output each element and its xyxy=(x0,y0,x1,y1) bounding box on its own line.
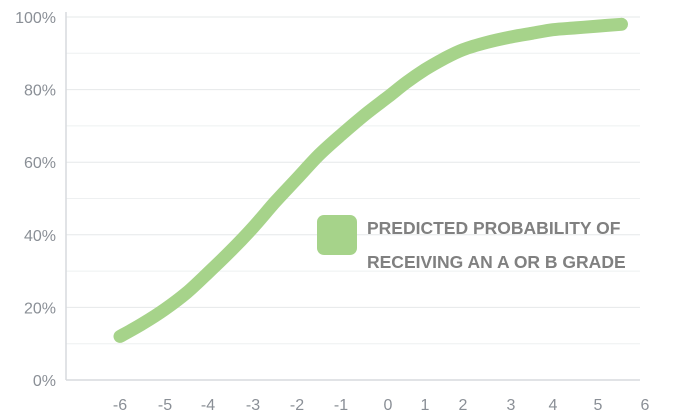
x-tick-label: 1 xyxy=(421,397,430,413)
y-tick-label: 80% xyxy=(24,83,56,100)
x-tick-label: -6 xyxy=(113,397,127,413)
legend-label-line-1: PREDICTED PROBABILITY OF xyxy=(367,218,621,238)
x-tick-label: 2 xyxy=(459,397,468,413)
x-tick-label: 4 xyxy=(549,397,558,413)
x-tick-label: 3 xyxy=(507,397,516,413)
series-line-predicted-probability xyxy=(113,17,628,343)
y-tick-label: 60% xyxy=(24,155,56,172)
gridlines xyxy=(66,16,640,345)
y-axis-ticks: 0% 20% 40% 60% 80% 100% xyxy=(15,10,56,390)
x-tick-label: -1 xyxy=(334,397,348,413)
x-tick-label: -5 xyxy=(158,397,172,413)
x-tick-label: 0 xyxy=(384,397,393,413)
x-tick-label: 6 xyxy=(641,397,650,413)
x-tick-label: -4 xyxy=(201,397,215,413)
y-tick-label: 40% xyxy=(24,228,56,245)
legend: PREDICTED PROBABILITY OF RECEIVING AN A … xyxy=(317,215,626,272)
y-tick-label: 0% xyxy=(33,373,56,390)
legend-label-line-2: RECEIVING AN A OR B GRADE xyxy=(367,252,626,272)
y-tick-label: 20% xyxy=(24,300,56,317)
x-tick-label: 5 xyxy=(594,397,603,413)
y-tick-label: 100% xyxy=(15,10,56,27)
x-tick-label: -2 xyxy=(290,397,304,413)
legend-swatch xyxy=(317,215,357,255)
x-axis-ticks: -6 -5 -4 -3 -2 -1 0 1 2 3 4 5 6 xyxy=(113,397,650,413)
x-tick-label: -3 xyxy=(246,397,260,413)
